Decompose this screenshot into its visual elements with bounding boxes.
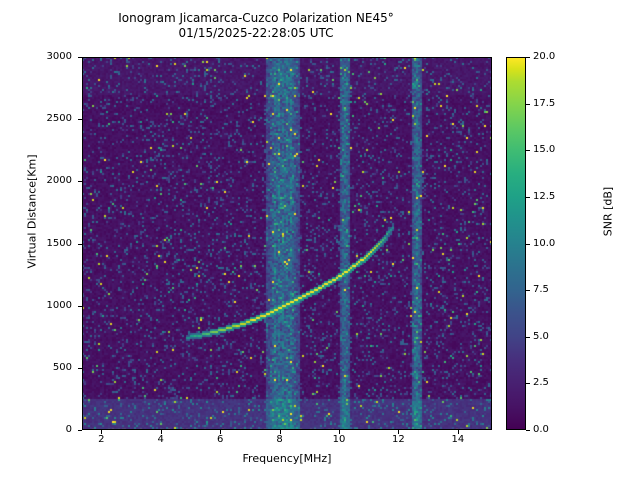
colorbar-tick-label: 0.0 xyxy=(533,424,549,435)
y-tick-label: 3000 xyxy=(46,51,72,62)
colorbar[interactable] xyxy=(506,57,526,430)
y-tick-mark xyxy=(78,305,82,307)
y-tick-mark xyxy=(78,243,82,245)
x-tick-label: 14 xyxy=(451,434,465,445)
x-tick-label: 8 xyxy=(276,434,283,445)
colorbar-tick-mark xyxy=(526,196,530,198)
colorbar-tick-mark xyxy=(526,336,530,338)
colorbar-tick-label: 10.0 xyxy=(533,237,556,249)
x-tick-mark xyxy=(220,430,222,434)
y-tick-label: 1000 xyxy=(46,299,72,311)
x-tick-label: 6 xyxy=(216,434,224,445)
y-tick-mark xyxy=(78,181,82,183)
colorbar-tick-mark xyxy=(526,103,530,105)
colorbar-tick-mark xyxy=(526,430,530,431)
ionogram-plot-area[interactable] xyxy=(82,57,492,430)
y-tick-label: 2500 xyxy=(46,113,72,125)
x-tick-mark xyxy=(338,430,340,434)
colorbar-tick-mark xyxy=(526,383,530,385)
colorbar-tick-label: 2.5 xyxy=(533,377,549,389)
colorbar-tick-label: 17.5 xyxy=(533,97,556,109)
colorbar-tick-mark xyxy=(526,243,530,245)
x-tick-mark xyxy=(101,430,103,434)
y-tick-mark xyxy=(78,367,82,369)
x-tick-mark xyxy=(160,430,162,434)
colorbar-tick-label: 12.5 xyxy=(533,190,556,202)
y-tick-label: 500 xyxy=(52,361,72,373)
x-tick-label: 2 xyxy=(98,434,105,445)
x-tick-label: 10 xyxy=(332,434,346,445)
y-tick-label: 2000 xyxy=(46,175,72,187)
x-tick-mark xyxy=(457,430,459,434)
x-tick-mark xyxy=(398,430,400,434)
y-axis-label: Virtual Distance[Km] xyxy=(25,154,39,269)
x-axis-label: Frequency[MHz] xyxy=(242,452,332,465)
colorbar-tick-label: 5.0 xyxy=(533,330,549,342)
echo-trace-raster xyxy=(82,57,492,430)
x-tick-label: 4 xyxy=(157,434,164,445)
y-tick-mark xyxy=(78,430,82,431)
chart-title-text: Ionogram Jicamarca-Cuzco Polarization NE… xyxy=(118,11,394,40)
colorbar-tick-mark xyxy=(526,290,530,292)
colorbar-tick-mark xyxy=(526,150,530,152)
x-tick-mark xyxy=(279,430,281,434)
chart-title: Ionogram Jicamarca-Cuzco Polarization NE… xyxy=(0,11,512,41)
colorbar-tick-label: 7.5 xyxy=(533,284,549,296)
x-tick-label: 12 xyxy=(392,434,405,445)
y-tick-label: 0 xyxy=(65,424,72,435)
colorbar-tick-mark xyxy=(526,57,530,58)
y-tick-label: 1500 xyxy=(46,237,72,249)
colorbar-tick-label: 15.0 xyxy=(533,144,556,156)
colorbar-label: SNR [dB] xyxy=(601,186,615,237)
colorbar-tick-label: 20.0 xyxy=(533,51,556,62)
y-tick-mark xyxy=(78,119,82,121)
y-tick-mark xyxy=(78,57,82,58)
